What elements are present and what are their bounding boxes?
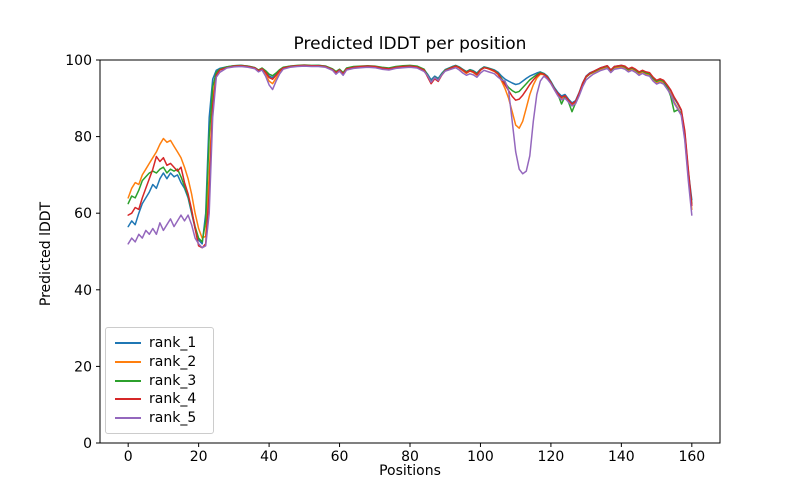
x-tick-label: 100 bbox=[467, 449, 494, 465]
y-tick-label: 60 bbox=[74, 206, 92, 222]
x-tick-label: 160 bbox=[678, 449, 705, 465]
x-tick-label: 40 bbox=[260, 449, 278, 465]
legend: rank_1 rank_2 rank_3 rank_4 rank_5 bbox=[105, 327, 214, 434]
x-tick-label: 140 bbox=[608, 449, 635, 465]
legend-item-rank_5: rank_5 bbox=[115, 409, 203, 427]
legend-line-swatch-rank_1 bbox=[115, 342, 141, 344]
y-tick-label: 40 bbox=[74, 283, 92, 299]
legend-item-rank_1: rank_1 bbox=[115, 334, 203, 352]
y-tick-label: 20 bbox=[74, 359, 92, 375]
y-tick-label: 0 bbox=[83, 436, 92, 452]
x-tick-label: 80 bbox=[401, 449, 419, 465]
y-tick-label: 100 bbox=[65, 53, 92, 69]
legend-line-swatch-rank_5 bbox=[115, 417, 141, 419]
y-tick-label: 80 bbox=[74, 130, 92, 146]
legend-label: rank_5 bbox=[149, 410, 197, 426]
series-line-rank_5 bbox=[127, 65, 693, 249]
chart-title: Predicted lDDT per position bbox=[293, 34, 527, 54]
legend-item-rank_4: rank_4 bbox=[115, 390, 203, 408]
legend-label: rank_3 bbox=[149, 372, 197, 389]
x-tick-label: 0 bbox=[124, 449, 133, 465]
x-axis-label: Positions bbox=[379, 463, 441, 479]
x-tick-label: 60 bbox=[331, 449, 349, 465]
legend-label: rank_2 bbox=[149, 353, 197, 370]
x-tick-label: 20 bbox=[190, 449, 208, 465]
series-line-rank_3 bbox=[127, 64, 693, 243]
x-tick-label: 120 bbox=[538, 449, 565, 465]
legend-item-rank_3: rank_3 bbox=[115, 372, 203, 390]
axes-spines bbox=[99, 59, 721, 444]
legend-label: rank_4 bbox=[149, 391, 197, 408]
legend-line-swatch-rank_3 bbox=[115, 379, 141, 382]
legend-item-rank_2: rank_2 bbox=[115, 353, 203, 371]
legend-line-swatch-rank_2 bbox=[115, 360, 141, 363]
legend-line-swatch-rank_4 bbox=[115, 398, 141, 401]
legend-label: rank_1 bbox=[149, 335, 197, 351]
